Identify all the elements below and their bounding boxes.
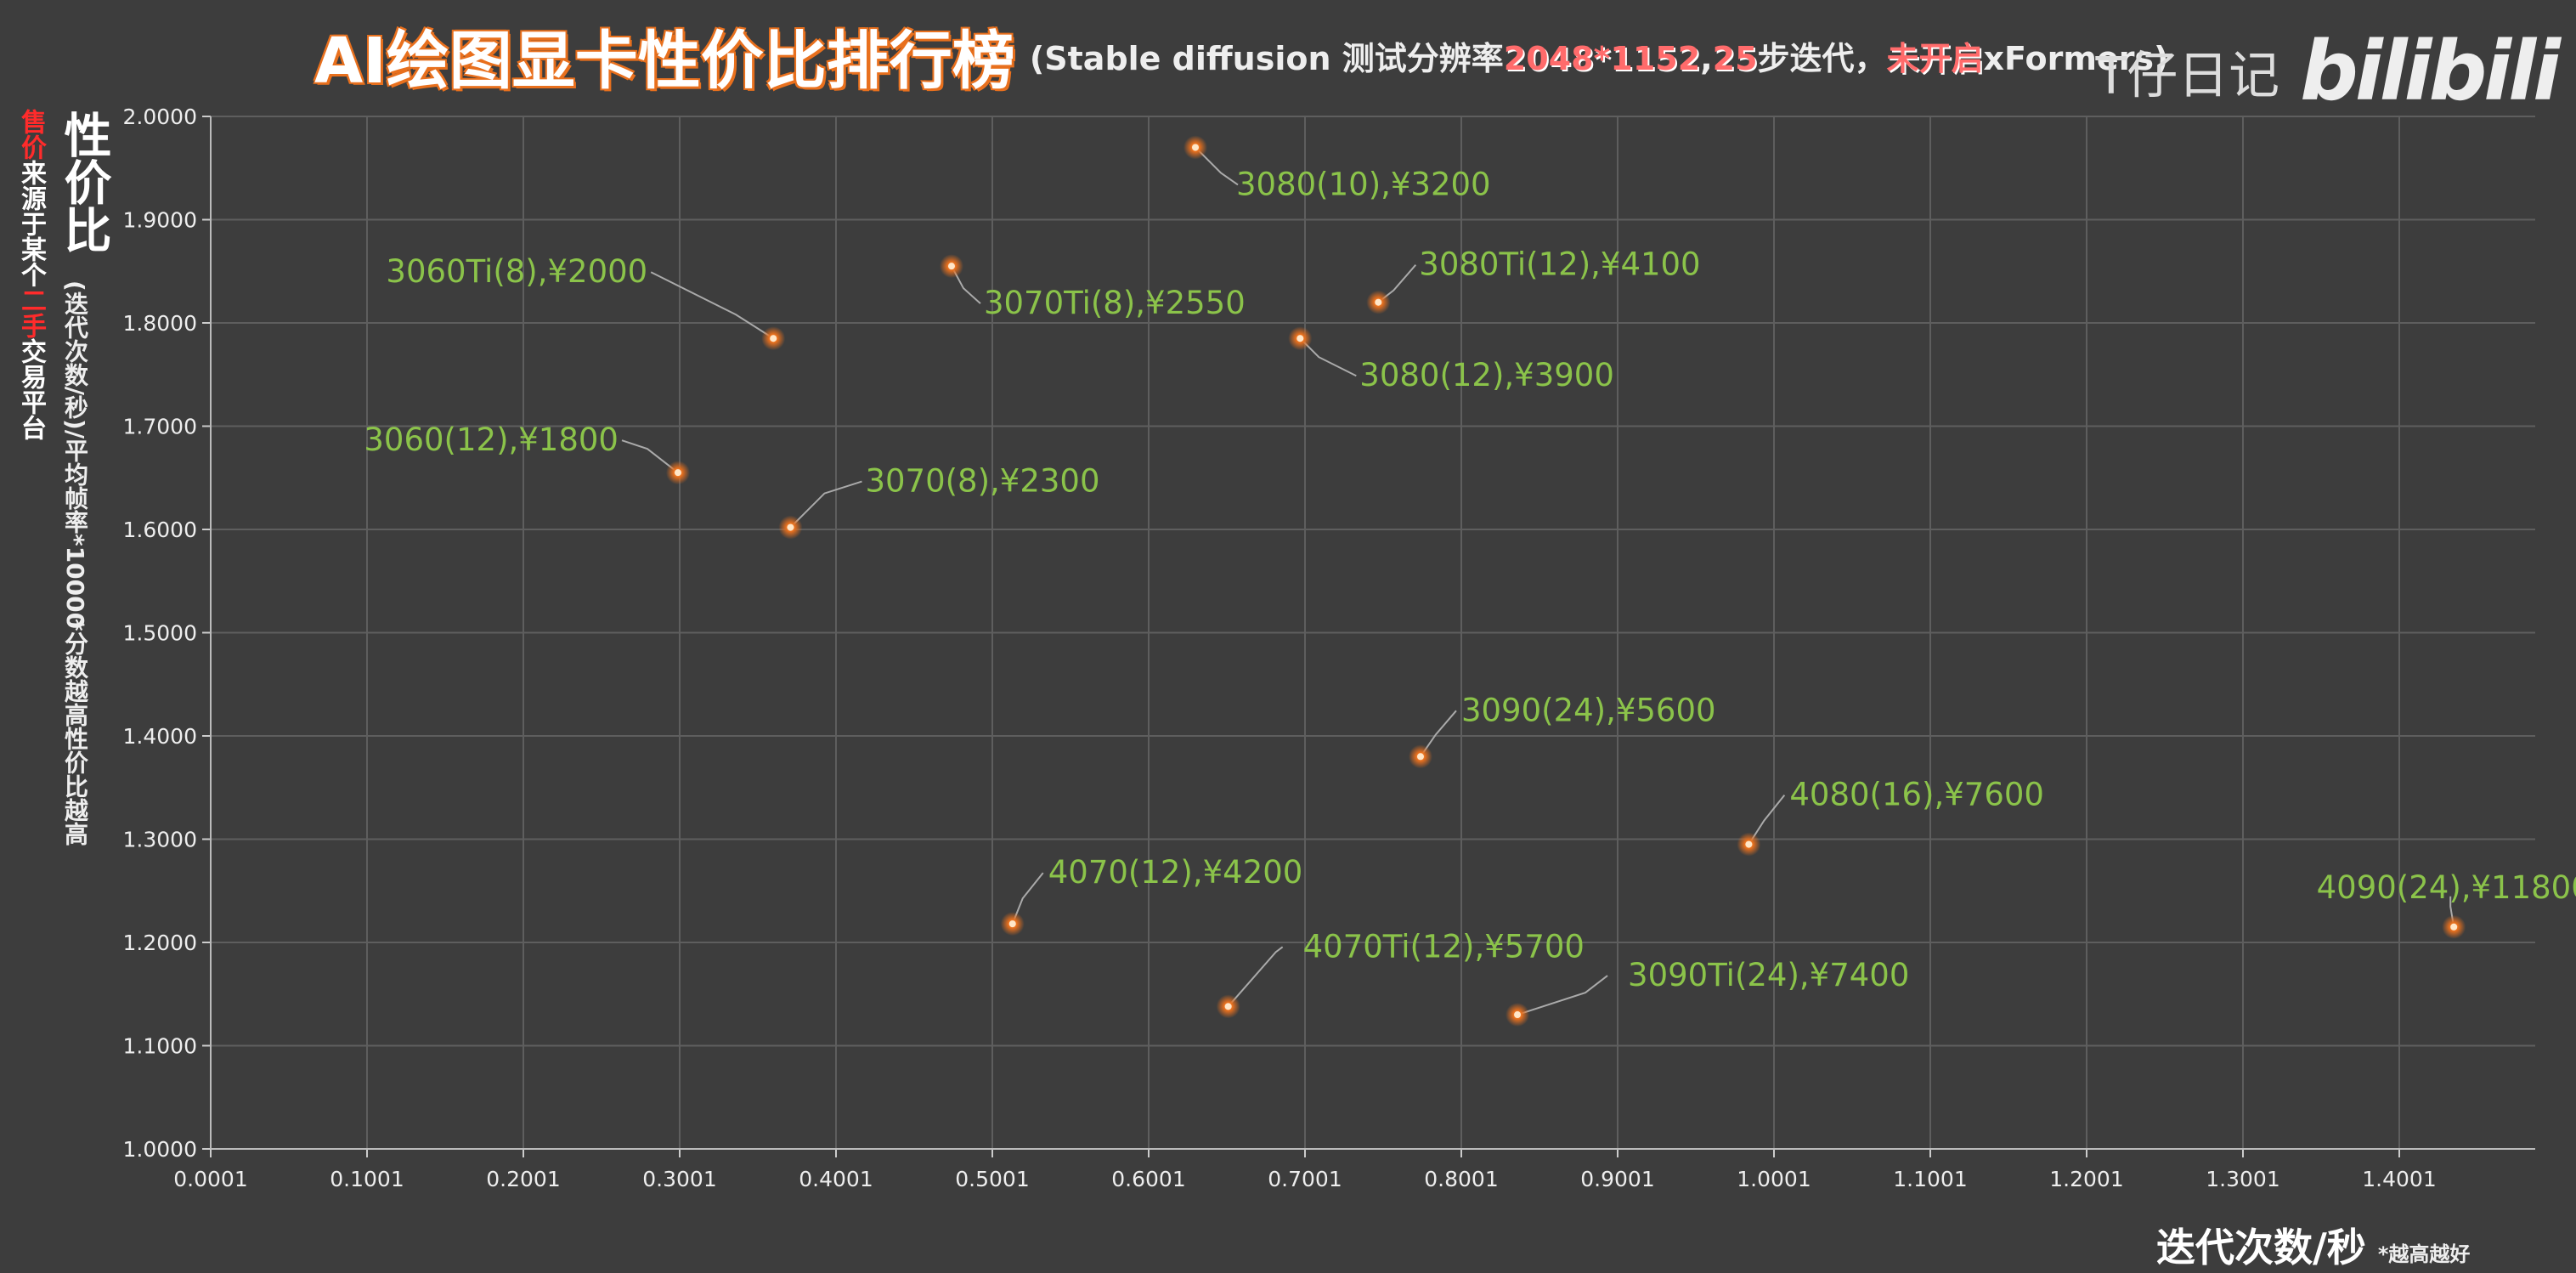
subtitle-xformers-off: 未开启 (1886, 40, 1984, 77)
brand-owner: T仔日记 (2095, 46, 2280, 106)
point-label: 3070Ti(8),¥2550 (984, 285, 1246, 321)
title-main: AI绘图显卡性价比排行榜 (314, 25, 1015, 98)
y-tick-label: 1.6000 (123, 518, 197, 542)
x-tick-label: 1.2001 (2049, 1167, 2123, 1191)
y-tick-label: 1.5000 (123, 621, 197, 646)
y-tick-label: 1.9000 (123, 208, 197, 233)
data-point (2450, 923, 2458, 931)
x-tick-label: 1.4001 (2362, 1167, 2436, 1191)
point-label: 3060Ti(8),¥2000 (386, 253, 647, 290)
x-tick-label: 1.0001 (1737, 1167, 1811, 1191)
y-tick-label: 1.2000 (123, 931, 197, 955)
data-point (674, 469, 681, 477)
point-label: 3070(8),¥2300 (865, 463, 1099, 500)
leader-line (1227, 946, 1284, 1007)
leader-line (789, 480, 862, 529)
data-point (1296, 335, 1304, 342)
leader-line (650, 271, 774, 340)
x-tick-label: 0.5001 (955, 1167, 1029, 1191)
data-point (1192, 144, 1200, 151)
point-label: 3090Ti(24),¥7400 (1628, 957, 1909, 993)
subtitle-resolution: 2048*1152 (1503, 40, 1701, 77)
y-tick-label: 1.3000 (123, 828, 197, 852)
y-tick-label: 2.0000 (123, 105, 197, 129)
price-from: 来源于某个 (16, 160, 46, 287)
leader-line (1517, 975, 1608, 1016)
leader-line (1195, 146, 1239, 186)
x-tick-label: 0.8001 (1424, 1167, 1498, 1191)
data-point (1745, 840, 1753, 848)
x-tick-label: 0.1001 (330, 1167, 404, 1191)
point-label: 4080(16),¥7600 (1789, 777, 2044, 813)
y-tick-label: 1.4000 (123, 724, 197, 749)
y-tick-label: 1.1000 (123, 1034, 197, 1059)
data-point (1514, 1011, 1522, 1019)
y-axis-label: 性价比 (56, 110, 111, 253)
x-tick-label: 0.0001 (173, 1167, 247, 1191)
y-axis-note: *分数越高性价比越高 (61, 619, 89, 846)
point-label: 3080(10),¥3200 (1236, 166, 1491, 202)
subtitle-steps-text: 步迭代， (1757, 40, 1887, 77)
point-label: 3060(12),¥1800 (364, 422, 619, 458)
price-word: 售价 (16, 109, 46, 160)
subtitle-steps: 25 (1712, 40, 1758, 77)
y-axis-formula: (迭代次数/秒)/平均帧率*10000 (61, 280, 89, 630)
price-source-note: 售价来源于某个二手交易平台 (12, 109, 49, 440)
x-axis-note: *越高越好 (2377, 1242, 2471, 1266)
y-tick-label: 1.7000 (123, 415, 197, 439)
point-label: 4070(12),¥4200 (1048, 854, 1303, 891)
point-label: 4070Ti(12),¥5700 (1303, 928, 1585, 965)
brand-watermark: T仔日记 bilibili (2095, 24, 2561, 119)
data-point (947, 263, 955, 270)
second-hand-word: 二手 (16, 287, 46, 338)
x-axis-label-main: 迭代次数/秒 (2156, 1225, 2366, 1270)
data-point (787, 523, 794, 531)
x-tick-label: 1.1001 (1893, 1167, 1967, 1191)
data-point (1375, 298, 1382, 306)
subtitle-close: xFormers) (1983, 40, 2169, 77)
axes: 0.0001 0.1001 0.2001 0.3001 0.4001 0.5001 0.60… (123, 105, 2535, 1191)
x-axis-label: 迭代次数/秒 *越高越好 (2156, 1217, 2470, 1273)
leader-line (621, 439, 679, 473)
data-point (1416, 753, 1424, 761)
x-tick-label: 0.2001 (486, 1167, 560, 1191)
bilibili-logo: bilibili (2300, 24, 2561, 119)
data-point (770, 335, 777, 342)
y-tick-label: 1.0000 (123, 1137, 197, 1162)
data-point (1224, 1003, 1232, 1010)
point-label: 3090(24),¥5600 (1461, 692, 1716, 728)
point-label: 3080(12),¥3900 (1359, 357, 1614, 393)
data-point (1008, 920, 1016, 928)
subtitle-open: (Stable diffusion 测试分辨率 (1029, 40, 1504, 77)
subtitle-comma: , (1700, 40, 1713, 77)
point-label: 3080Ti(12),¥4100 (1419, 246, 1700, 283)
x-tick-label: 0.9001 (1580, 1167, 1654, 1191)
x-tick-label: 0.6001 (1111, 1167, 1185, 1191)
title-subtitle: (Stable diffusion 测试分辨率2048*1152,25步迭代，未… (1030, 40, 2169, 77)
x-tick-label: 0.3001 (642, 1167, 716, 1191)
y-tick-label: 1.8000 (123, 311, 197, 336)
point-label: 4090(24),¥11800 (2317, 869, 2576, 906)
chart-title: AI绘图显卡性价比排行榜 (Stable diffusion 测试分辨率2048… (314, 10, 2169, 98)
price-platform: 交易平台 (16, 338, 46, 440)
grid (211, 116, 2535, 1149)
x-tick-label: 0.4001 (799, 1167, 873, 1191)
x-tick-label: 1.3001 (2206, 1167, 2279, 1191)
point-labels: 3080(10),¥3200 3060Ti(8),¥2000 3070Ti(8),¥… (364, 166, 2576, 993)
data-points (665, 135, 2466, 1027)
x-tick-label: 0.7001 (1268, 1167, 1342, 1191)
